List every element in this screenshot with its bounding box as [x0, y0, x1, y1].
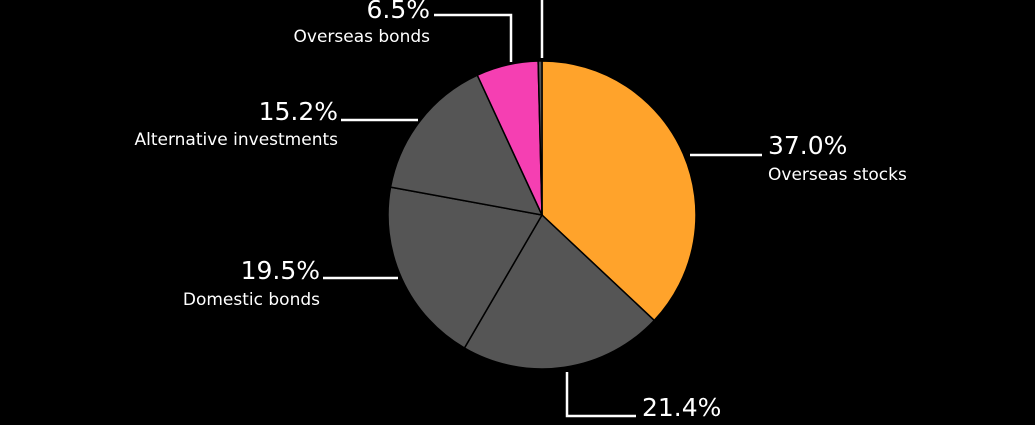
pie-slice-0: [541, 60, 697, 322]
leader-lines: [323, 0, 762, 418]
pie-slice-5: [537, 60, 543, 216]
slice-value-label-overseas-bonds: 6.5%: [366, 0, 430, 24]
slice-value-label-domestic-bonds: 19.5%: [241, 256, 320, 285]
pie-slice-3: [389, 74, 544, 217]
leader-line-overseas-bonds: [434, 13, 513, 62]
slice-value-label-overseas-stocks: 37.0%: [768, 131, 847, 160]
slice-name-label-overseas-bonds: Overseas bonds: [294, 27, 431, 47]
slice-name-label-domestic-bonds: Domestic bonds: [183, 290, 320, 310]
leader-line-21-4: [565, 372, 636, 418]
slice-value-label-alternative-investments: 15.2%: [259, 97, 338, 126]
slice-name-label-overseas-stocks: Overseas stocks: [768, 165, 907, 185]
slice-name-label-alternative-investments: Alternative investments: [134, 130, 338, 150]
pie-slice-2: [387, 186, 544, 350]
slice-value-label-21-4: 21.4%: [642, 393, 721, 422]
pie-slices: [387, 60, 697, 370]
pie-slice-1: [463, 213, 656, 370]
